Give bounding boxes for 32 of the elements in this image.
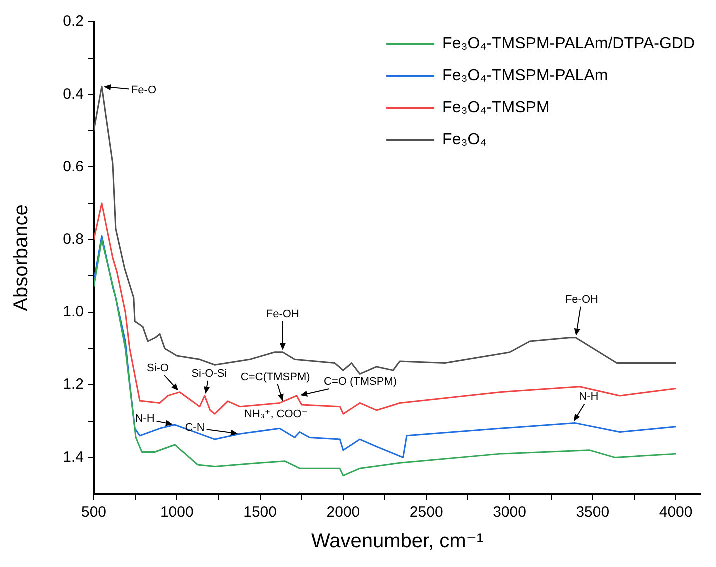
annotation: C=C(TMSPM)	[240, 371, 310, 384]
annotation: NH₃⁺, COO⁻	[244, 408, 308, 421]
legend-label: Fe₃O₄-TMSPM-PALAm/DTPA-GDD	[442, 35, 696, 52]
x-tick-label: 2000	[326, 504, 360, 522]
annotation: Si-O	[146, 362, 170, 374]
x-axis-title: Wavenumber, cm⁻¹	[311, 530, 484, 553]
x-tick-label: 3500	[576, 504, 610, 522]
annotation: Fe-O	[131, 84, 157, 97]
annotation: N-H	[135, 413, 155, 426]
y-axis-title: Absorbance	[10, 204, 33, 312]
legend-label: Fe₃O₄	[442, 131, 487, 148]
annotation: Si-O-Si	[192, 368, 228, 380]
y-tick-label: 0.2	[63, 13, 84, 30]
annotation: C-N	[185, 422, 205, 434]
annotation: N-H	[579, 391, 599, 404]
y-tick-label: 0.8	[63, 230, 84, 248]
x-tick-label: 3000	[493, 504, 526, 522]
y-tick-label: 1.0	[63, 304, 84, 321]
y-tick-label: 1.2	[63, 376, 84, 394]
x-tick-label: 4000	[659, 504, 693, 522]
annotation: Fe-OH	[565, 294, 598, 306]
x-tick-label: 1000	[160, 504, 194, 522]
x-tick-label: 500	[81, 504, 107, 522]
y-tick-label: 1.4	[63, 448, 84, 466]
annotation: Fe-OH	[266, 308, 300, 320]
y-tick-label: 0.6	[63, 158, 84, 176]
legend-label: Fe₃O₄-TMSPM-PALAm	[442, 67, 608, 84]
legend-label: Fe₃O₄-TMSPM	[442, 99, 550, 116]
x-tick-label: 2500	[410, 504, 444, 522]
y-tick-label: 0.4	[63, 86, 84, 103]
x-tick-label: 1500	[244, 504, 277, 522]
annotation: C=O (TMSPM)	[324, 376, 398, 388]
